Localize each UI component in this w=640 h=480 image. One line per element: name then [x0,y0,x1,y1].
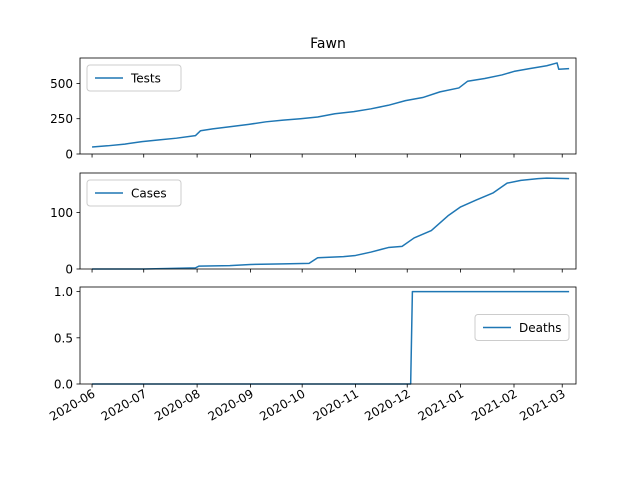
x-tick-label: 2020-12 [362,386,412,423]
x-tick-label: 2021-03 [517,386,567,423]
x-tick-label: 2020-10 [257,386,307,423]
x-tick-label: 2020-11 [311,386,361,423]
legend-tests: Tests [86,64,182,92]
series-line-tests [92,62,570,148]
series-line-cases [92,177,570,270]
legend-cases: Cases [86,179,182,207]
panel-deaths: 0.0 0.5 1.0 Deaths [54,285,577,392]
y-tick-label-cases: 100 [50,206,73,220]
x-tick-label: 2020-06 [47,386,97,423]
panel-cases: 0 100 Cases [50,172,577,277]
axes-frame-cases [79,172,577,270]
legend-deaths: Deaths [474,314,570,341]
x-tick-label: 2021-01 [416,386,466,423]
legend-label: Cases [131,187,167,201]
x-tick-label: 2020-08 [152,386,202,423]
panel-tests: 0 250 500 Tests [50,57,577,162]
legend-frame [86,64,182,92]
chart-title: Fawn [310,36,346,52]
legend-label: Deaths [519,321,562,335]
y-tick-label-cases: 0 [65,263,73,277]
legend-label: Tests [130,72,161,86]
y-tick-label-deaths: 1.0 [54,285,73,299]
y-tick-label-deaths: 0.0 [54,378,73,392]
x-axis-tick-labels: 2020-06 2020-07 2020-08 2020-09 2020-10 2020-… [47,386,568,423]
y-tick-label-tests: 500 [50,77,73,91]
axes-frame-tests [79,57,577,155]
subplots: 0 250 500 Tests 0 100 Cases 0.0 0.5 1.0 Deaths [50,57,577,392]
x-tick-label: 2020-09 [206,386,256,423]
axes-frame-deaths [79,286,577,385]
y-tick-label-tests: 250 [50,112,73,126]
legend-frame [474,314,570,341]
x-tick-label: 2021-02 [469,386,519,423]
y-tick-label-tests: 0 [65,148,73,162]
y-tick-label-deaths: 0.5 [54,331,73,345]
x-tick-label: 2020-07 [99,386,149,423]
legend-frame [86,179,182,207]
